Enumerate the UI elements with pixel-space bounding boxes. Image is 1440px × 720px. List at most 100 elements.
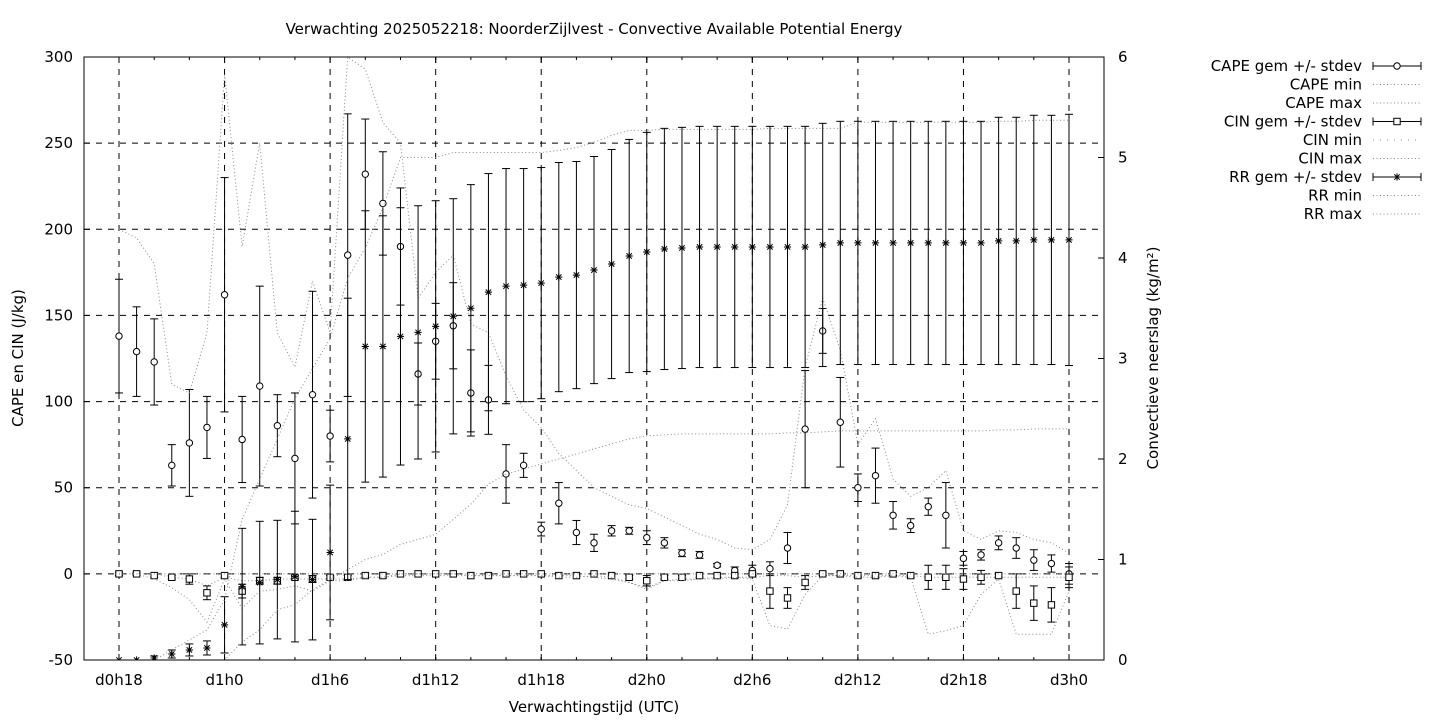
point-cape-gem-stdev	[942, 511, 950, 519]
point-cape-gem-stdev	[959, 554, 968, 563]
point-cape-gem-stdev	[590, 539, 598, 547]
y-tick-label: 250	[44, 134, 73, 152]
y-tick-label: 300	[44, 48, 73, 66]
point-cin-gem-stdev	[379, 571, 387, 580]
x-tick-label: d2h12	[834, 671, 882, 689]
point-rr-gem-stdev	[344, 435, 352, 443]
point-rr-gem-stdev	[660, 245, 668, 253]
point-cin-gem-stdev	[713, 571, 721, 580]
legend-marker-cin-gem-stdev	[1393, 117, 1401, 126]
point-rr-gem-stdev	[995, 237, 1003, 245]
point-cin-gem-stdev	[537, 570, 545, 578]
point-cape-gem-stdev	[519, 461, 528, 470]
x-tick-label: d1h6	[311, 671, 349, 689]
point-cape-gem-stdev	[502, 470, 510, 478]
point-cin-gem-stdev	[1047, 601, 1056, 609]
point-cin-gem-stdev	[590, 570, 598, 578]
point-cape-gem-stdev	[238, 435, 246, 444]
point-rr-gem-stdev	[168, 650, 176, 658]
plot-area	[115, 57, 1073, 660]
x-tick-label: d2h6	[733, 671, 771, 689]
point-cin-gem-stdev	[1012, 587, 1020, 595]
point-cape-gem-stdev	[256, 382, 264, 390]
x-tick-label: d2h0	[628, 671, 666, 689]
point-cape-gem-stdev	[1012, 544, 1020, 552]
point-cape-gem-stdev	[889, 511, 897, 519]
point-rr-gem-stdev	[836, 239, 844, 247]
series-rr-min	[119, 428, 1069, 660]
point-cin-gem-stdev	[678, 573, 686, 582]
point-rr-gem-stdev	[185, 646, 193, 654]
point-rr-gem-stdev	[1012, 237, 1020, 245]
x-axis-label: Verwachtingstijd (UTC)	[509, 698, 680, 716]
point-cin-gem-stdev	[1030, 599, 1038, 607]
point-rr-gem-stdev	[731, 243, 739, 251]
point-cin-gem-stdev	[695, 571, 704, 580]
point-rr-gem-stdev	[783, 243, 792, 251]
point-cin-gem-stdev	[572, 571, 581, 580]
point-rr-gem-stdev	[484, 288, 493, 296]
x-tick-label: d0h18	[95, 671, 143, 689]
legend-label-cape-max: CAPE max	[1285, 94, 1362, 112]
point-cin-gem-stdev	[906, 571, 915, 580]
point-cape-gem-stdev	[326, 432, 334, 440]
point-cape-gem-stdev	[695, 551, 704, 559]
point-rr-gem-stdev	[467, 304, 475, 312]
series-cape-max	[118, 57, 1070, 554]
point-rr-gem-stdev	[308, 576, 317, 584]
point-cape-gem-stdev	[924, 502, 932, 511]
y2-tick-label: 6	[1118, 48, 1128, 66]
legend-label-rr-max: RR max	[1304, 205, 1362, 223]
point-cin-gem-stdev	[484, 571, 493, 580]
point-rr-gem-stdev	[256, 579, 264, 587]
point-rr-gem-stdev	[238, 583, 246, 591]
point-cape-gem-stdev	[977, 551, 985, 559]
point-cin-gem-stdev	[449, 570, 457, 578]
point-rr-gem-stdev	[1065, 236, 1073, 244]
point-cin-gem-stdev	[748, 570, 757, 578]
point-rr-gem-stdev	[942, 239, 950, 247]
y2-axis-label: Convectieve neerslag (kg/m²)	[1144, 247, 1162, 470]
y-tick-label: -50	[49, 651, 74, 669]
point-cin-gem-stdev	[959, 575, 968, 583]
point-cin-gem-stdev	[871, 571, 880, 580]
point-rr-gem-stdev	[713, 243, 721, 251]
point-cape-gem-stdev	[361, 170, 369, 178]
point-cape-gem-stdev	[836, 418, 844, 426]
point-rr-gem-stdev	[748, 243, 756, 251]
point-rr-gem-stdev	[695, 243, 704, 251]
point-cape-gem-stdev	[801, 425, 809, 433]
point-rr-gem-stdev	[291, 572, 299, 581]
point-cin-gem-stdev	[660, 573, 669, 582]
series-group	[115, 57, 1073, 660]
point-cape-gem-stdev	[168, 461, 176, 470]
point-rr-gem-stdev	[590, 266, 598, 274]
point-cin-gem-stdev	[766, 587, 774, 595]
y2-tick-label: 4	[1118, 249, 1128, 267]
point-rr-gem-stdev	[678, 244, 686, 252]
y2-tick-label: 3	[1118, 350, 1128, 368]
y-tick-label: 0	[63, 565, 73, 583]
point-rr-gem-stdev	[924, 239, 932, 247]
y2-tick-label: 2	[1118, 450, 1128, 468]
y2-tick-label: 5	[1118, 149, 1128, 167]
point-cape-gem-stdev	[906, 521, 915, 530]
point-rr-gem-stdev	[907, 239, 915, 247]
point-cape-gem-stdev	[308, 390, 317, 399]
point-cin-gem-stdev	[467, 571, 475, 580]
point-cin-gem-stdev	[414, 570, 422, 578]
point-rr-gem-stdev	[854, 239, 862, 247]
y-axis-label: CAPE en CIN (J/kg)	[9, 289, 27, 427]
y-tick-label: 200	[44, 220, 73, 238]
point-rr-gem-stdev	[819, 241, 827, 249]
point-cape-gem-stdev	[150, 358, 158, 366]
point-cin-gem-stdev	[783, 594, 792, 602]
point-cape-gem-stdev	[871, 471, 880, 480]
point-cape-gem-stdev	[379, 199, 387, 208]
point-cape-gem-stdev	[766, 564, 774, 573]
legend-label-cin-min: CIN min	[1303, 131, 1362, 149]
point-cape-gem-stdev	[273, 421, 282, 430]
point-rr-gem-stdev	[889, 239, 897, 247]
